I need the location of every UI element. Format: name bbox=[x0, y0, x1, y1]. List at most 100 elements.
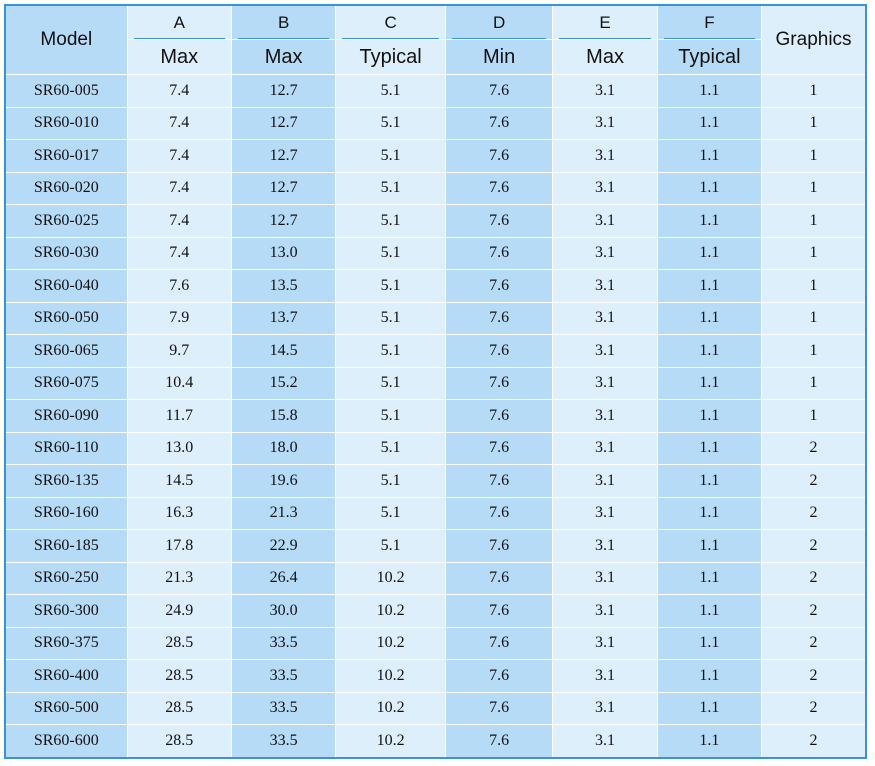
cell-model: SR60-160 bbox=[4, 496, 128, 530]
cell-b: 13.7 bbox=[230, 301, 337, 335]
cell-d: 7.6 bbox=[444, 139, 554, 173]
table-row: SR60-135 14.5 19.6 5.1 7.6 3.1 1.1 2 bbox=[4, 464, 867, 498]
cell-a: 7.4 bbox=[126, 74, 232, 108]
cell-graphics: 1 bbox=[761, 301, 867, 335]
cell-c: 5.1 bbox=[335, 106, 446, 140]
header-col-a-letter: A bbox=[126, 4, 232, 40]
cell-a: 7.9 bbox=[126, 301, 232, 335]
cell-e: 3.1 bbox=[552, 724, 658, 758]
cell-model: SR60-025 bbox=[4, 204, 128, 238]
cell-a: 16.3 bbox=[126, 496, 232, 530]
cell-b: 18.0 bbox=[230, 431, 337, 465]
cell-d: 7.6 bbox=[444, 366, 554, 400]
cell-f: 1.1 bbox=[656, 529, 763, 563]
header-col-a-letter-text: A bbox=[173, 12, 185, 32]
cell-graphics: 2 bbox=[761, 724, 867, 758]
table-row: SR60-090 11.7 15.8 5.1 7.6 3.1 1.1 1 bbox=[4, 399, 867, 433]
table-row: SR60-400 28.5 33.5 10.2 7.6 3.1 1.1 2 bbox=[4, 659, 867, 693]
header-col-e-sub: Max bbox=[552, 39, 658, 75]
cell-c: 10.2 bbox=[335, 561, 446, 595]
cell-f: 1.1 bbox=[656, 626, 763, 660]
cell-e: 3.1 bbox=[552, 399, 658, 433]
header-row-subs: Max Max Typical Min Max Typical bbox=[5, 39, 866, 75]
cell-d: 7.6 bbox=[444, 106, 554, 140]
cell-graphics: 1 bbox=[761, 236, 867, 270]
header-col-b-sub: Max bbox=[230, 39, 337, 75]
table-row: SR60-065 9.7 14.5 5.1 7.6 3.1 1.1 1 bbox=[4, 334, 867, 368]
cell-c: 5.1 bbox=[335, 236, 446, 270]
header-col-a-underline bbox=[133, 38, 225, 39]
cell-c: 10.2 bbox=[335, 724, 446, 758]
cell-model: SR60-185 bbox=[4, 529, 128, 563]
header-row-letters: Model A B C D E F Graphics bbox=[4, 4, 867, 75]
header-col-b-letter: B bbox=[230, 4, 337, 40]
header-model: Model bbox=[4, 4, 128, 75]
cell-graphics: 2 bbox=[761, 626, 867, 660]
cell-a: 7.4 bbox=[126, 106, 232, 140]
cell-c: 5.1 bbox=[335, 496, 446, 530]
cell-graphics: 2 bbox=[761, 529, 867, 563]
table-row: SR60-025 7.4 12.7 5.1 7.6 3.1 1.1 1 bbox=[4, 204, 867, 238]
cell-graphics: 2 bbox=[761, 431, 867, 465]
cell-f: 1.1 bbox=[656, 106, 763, 140]
cell-c: 5.1 bbox=[335, 171, 446, 205]
cell-c: 5.1 bbox=[335, 204, 446, 238]
header-col-b-underline bbox=[237, 38, 330, 39]
cell-a: 13.0 bbox=[126, 431, 232, 465]
header-col-f-letter-text: F bbox=[704, 12, 715, 32]
cell-c: 10.2 bbox=[335, 626, 446, 660]
table-row: SR60-375 28.5 33.5 10.2 7.6 3.1 1.1 2 bbox=[4, 626, 867, 660]
cell-model: SR60-250 bbox=[4, 561, 128, 595]
table-row: SR60-075 10.4 15.2 5.1 7.6 3.1 1.1 1 bbox=[4, 366, 867, 400]
cell-model: SR60-090 bbox=[4, 399, 128, 433]
cell-a: 7.4 bbox=[126, 204, 232, 238]
cell-f: 1.1 bbox=[656, 204, 763, 238]
cell-d: 7.6 bbox=[444, 171, 554, 205]
cell-f: 1.1 bbox=[656, 236, 763, 270]
cell-a: 24.9 bbox=[126, 594, 232, 628]
cell-graphics: 2 bbox=[761, 561, 867, 595]
cell-e: 3.1 bbox=[552, 626, 658, 660]
cell-d: 7.6 bbox=[444, 659, 554, 693]
cell-model: SR60-017 bbox=[4, 139, 128, 173]
header-col-f-underline bbox=[663, 38, 756, 39]
cell-a: 28.5 bbox=[126, 626, 232, 660]
cell-a: 10.4 bbox=[126, 366, 232, 400]
cell-f: 1.1 bbox=[656, 431, 763, 465]
header-col-e-letter: E bbox=[552, 4, 658, 40]
cell-d: 7.6 bbox=[444, 334, 554, 368]
cell-graphics: 2 bbox=[761, 496, 867, 530]
cell-c: 5.1 bbox=[335, 269, 446, 303]
cell-f: 1.1 bbox=[656, 366, 763, 400]
cell-d: 7.6 bbox=[444, 691, 554, 725]
header-col-e-letter-text: E bbox=[599, 12, 611, 32]
cell-f: 1.1 bbox=[656, 561, 763, 595]
header-col-d-sub: Min bbox=[444, 39, 554, 75]
cell-c: 5.1 bbox=[335, 529, 446, 563]
cell-a: 11.7 bbox=[126, 399, 232, 433]
cell-e: 3.1 bbox=[552, 334, 658, 368]
cell-a: 21.3 bbox=[126, 561, 232, 595]
cell-e: 3.1 bbox=[552, 74, 658, 108]
cell-c: 5.1 bbox=[335, 399, 446, 433]
cell-f: 1.1 bbox=[656, 139, 763, 173]
table-row: SR60-500 28.5 33.5 10.2 7.6 3.1 1.1 2 bbox=[4, 691, 867, 725]
table-row: SR60-600 28.5 33.5 10.2 7.6 3.1 1.1 2 bbox=[4, 724, 867, 758]
spec-table-container: Model A B C D E F Graphics Max Max Typic… bbox=[4, 4, 867, 759]
cell-e: 3.1 bbox=[552, 171, 658, 205]
cell-model: SR60-110 bbox=[4, 431, 128, 465]
cell-f: 1.1 bbox=[656, 659, 763, 693]
cell-model: SR60-005 bbox=[4, 74, 128, 108]
cell-e: 3.1 bbox=[552, 659, 658, 693]
cell-model: SR60-075 bbox=[4, 366, 128, 400]
cell-b: 15.8 bbox=[230, 399, 337, 433]
cell-d: 7.6 bbox=[444, 204, 554, 238]
cell-e: 3.1 bbox=[552, 366, 658, 400]
cell-d: 7.6 bbox=[444, 496, 554, 530]
cell-e: 3.1 bbox=[552, 431, 658, 465]
header-col-c-letter: C bbox=[335, 4, 446, 40]
cell-c: 5.1 bbox=[335, 431, 446, 465]
cell-b: 13.0 bbox=[230, 236, 337, 270]
header-col-d-underline bbox=[451, 38, 547, 39]
cell-graphics: 2 bbox=[761, 659, 867, 693]
